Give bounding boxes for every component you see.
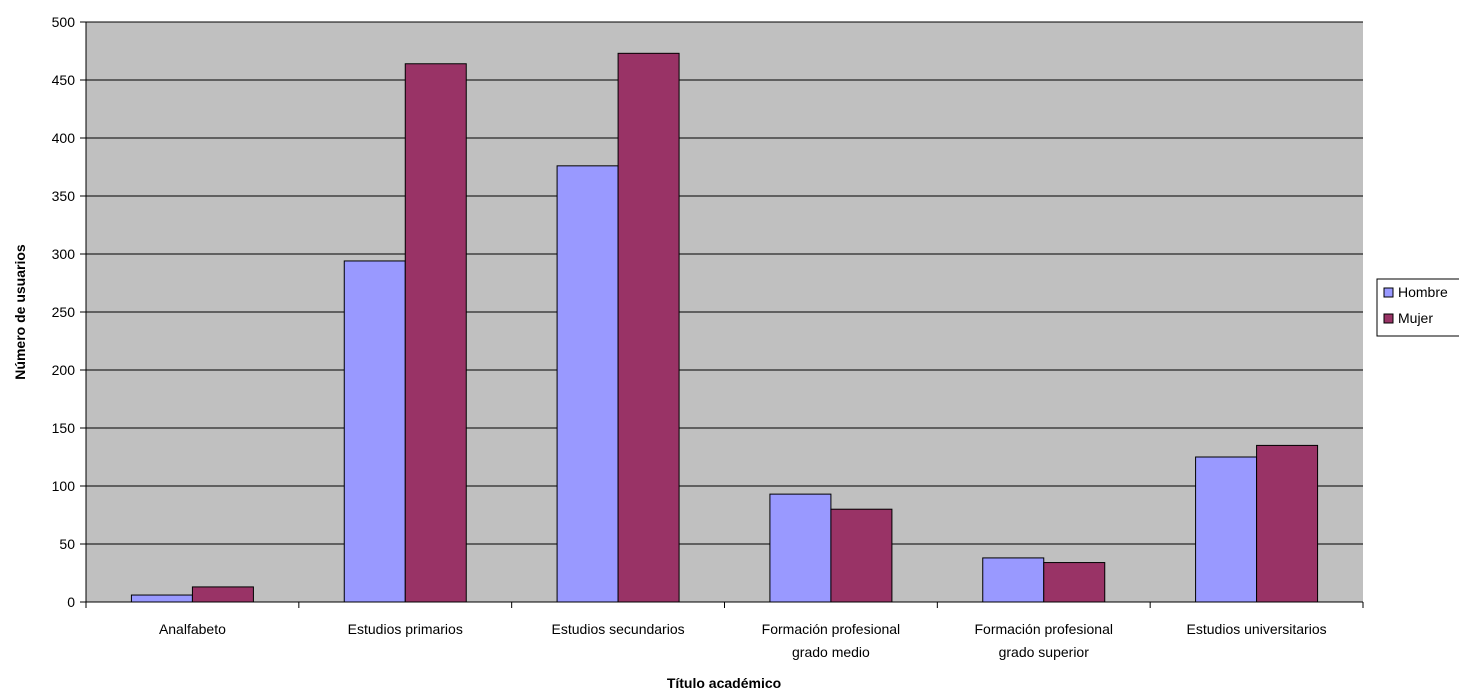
legend: Hombre Mujer [1376, 278, 1459, 337]
x-tick-label: Estudios primarios [348, 621, 463, 637]
legend-label-mujer: Mujer [1398, 310, 1433, 326]
y-tick-label: 500 [52, 14, 76, 30]
y-tick-label: 150 [52, 420, 76, 436]
x-tick-label: Estudios secundarios [552, 621, 685, 637]
y-tick-label: 400 [52, 130, 76, 146]
y-tick-label: 100 [52, 478, 76, 494]
bar-hombre-1 [343, 260, 406, 603]
legend-swatch-mujer [1383, 313, 1394, 324]
y-tick-label: 300 [52, 246, 76, 262]
bars [130, 52, 1319, 603]
x-tick-label: Analfabeto [159, 621, 226, 637]
bar-hombre-3 [769, 493, 832, 603]
y-tick-label: 250 [52, 304, 76, 320]
x-axis-ticks: Analfabeto Estudios primarios Estudios sec… [85, 602, 1364, 660]
bar-mujer-3 [830, 508, 893, 603]
y-tick-label: 350 [52, 188, 76, 204]
bar-mujer-4 [1043, 562, 1106, 603]
x-tick-label: grado medio [792, 644, 870, 660]
bar-mujer-5 [1256, 444, 1319, 603]
bar-hombre-5 [1195, 456, 1258, 603]
legend-swatch-hombre [1383, 287, 1394, 298]
bar-hombre-2 [556, 165, 619, 603]
gridlines [86, 21, 1363, 545]
y-tick-label: 450 [52, 72, 76, 88]
bar-mujer-2 [617, 52, 680, 603]
y-tick-label: 0 [67, 594, 75, 610]
x-tick-label: Estudios universitarios [1187, 621, 1327, 637]
y-tick-label: 200 [52, 362, 76, 378]
y-tick-label: 50 [59, 536, 75, 552]
y-axis-ticks: 0 50 100 150 200 250 300 350 400 450 500 [52, 14, 86, 610]
x-axis-title: Título académico [667, 675, 781, 689]
bar-hombre-0 [130, 594, 193, 603]
legend-label-hombre: Hombre [1398, 284, 1448, 300]
x-tick-label: Formación profesional [974, 621, 1113, 637]
y-axis-title: Número de usuarios [12, 244, 28, 380]
bar-hombre-4 [982, 557, 1045, 603]
bar-mujer-1 [404, 63, 467, 603]
x-tick-label: Formación profesional [762, 621, 901, 637]
x-tick-label: grado superior [999, 644, 1090, 660]
bar-mujer-0 [191, 586, 254, 603]
